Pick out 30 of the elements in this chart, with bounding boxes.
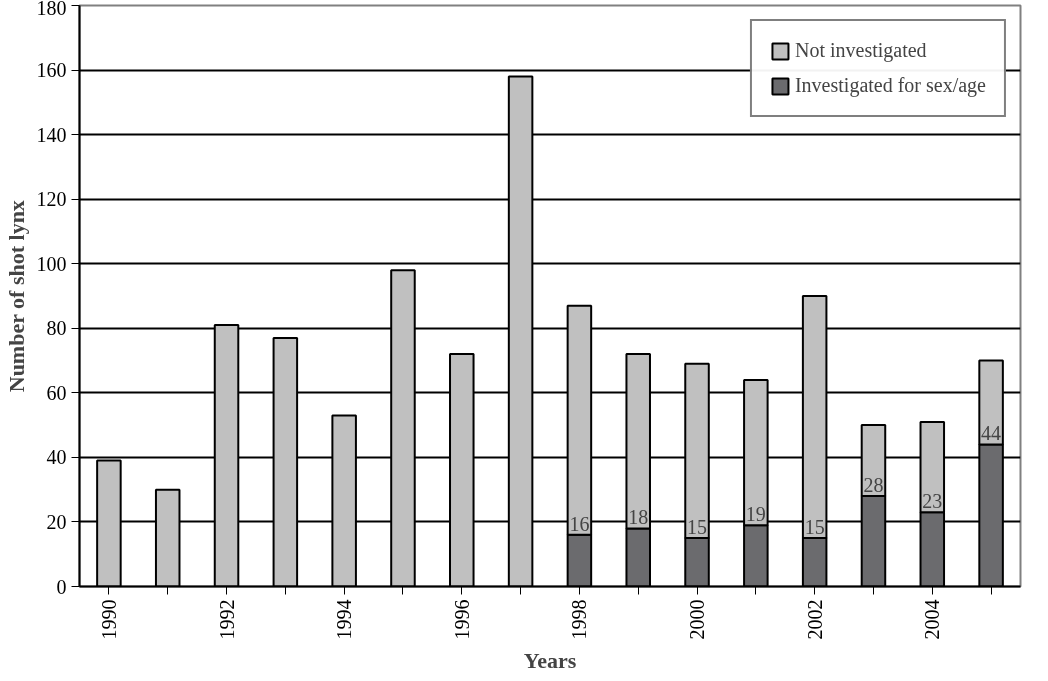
data-label: 16 <box>569 512 590 535</box>
x-axis-title: Years <box>523 647 577 673</box>
y-tick-label: 80 <box>46 317 67 340</box>
y-tick-label: 0 <box>56 575 67 598</box>
x-tick-label: 2004 <box>921 599 944 640</box>
legend-label: Not investigated <box>794 39 927 62</box>
y-tick-label: 120 <box>36 188 67 211</box>
y-tick-label: 180 <box>36 0 67 19</box>
y-tick-label: 140 <box>36 123 67 146</box>
data-label: 28 <box>863 474 884 497</box>
x-tick-label: 1992 <box>215 599 238 640</box>
x-tick-label: 1998 <box>568 599 591 640</box>
data-label: 44 <box>981 422 1002 445</box>
data-label: 23 <box>922 490 943 513</box>
x-tick-label: 2002 <box>803 599 826 640</box>
x-tick-label: 1996 <box>450 599 473 640</box>
y-tick-label: 160 <box>36 59 67 82</box>
data-label: 19 <box>745 503 766 526</box>
y-tick-label: 40 <box>46 446 67 469</box>
y-tick-label: 20 <box>46 510 67 533</box>
y-tick-label: 60 <box>46 381 67 404</box>
data-label: 15 <box>804 516 825 539</box>
x-tick-label: 2000 <box>686 599 709 640</box>
legend-label: Investigated for sex/age <box>794 74 986 97</box>
y-axis-title: Number of shot lynx <box>3 200 29 393</box>
x-tick-label: 1994 <box>333 599 356 640</box>
data-label: 18 <box>628 506 649 529</box>
y-tick-label: 100 <box>36 252 67 275</box>
x-tick-label: 1990 <box>97 599 120 640</box>
data-label: 15 <box>687 516 708 539</box>
